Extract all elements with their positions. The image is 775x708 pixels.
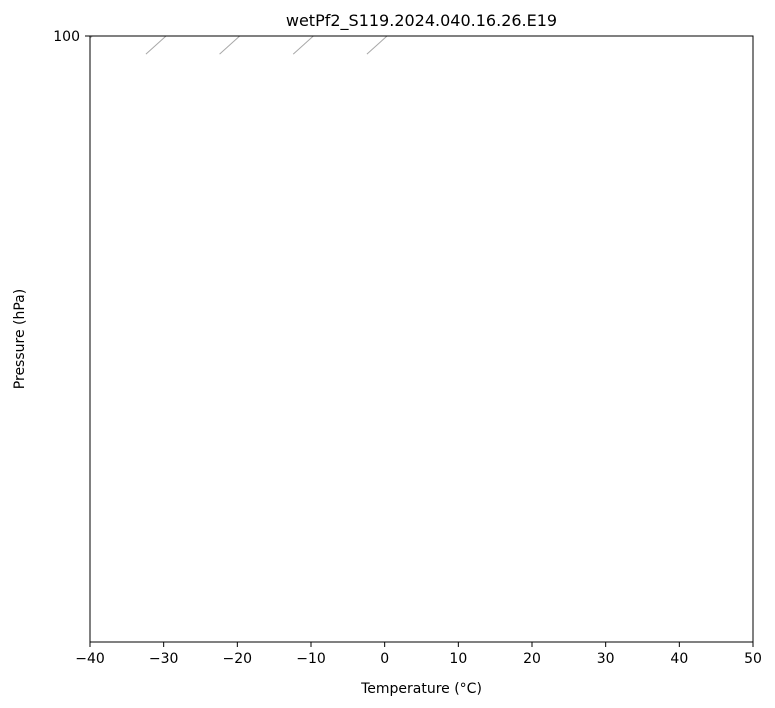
isotherm-line — [0, 0, 35, 54]
y-tick-label: 100 — [53, 29, 80, 45]
x-tick-label: 10 — [449, 651, 467, 667]
dewpoint-profile-line — [0, 0, 294, 36]
dry-adiabat-line — [0, 0, 80, 54]
y-axis-label: Pressure (hPa) — [12, 289, 28, 389]
plot-background — [90, 36, 753, 642]
x-tick-label: 0 — [380, 651, 389, 667]
x-tick-label: 20 — [523, 651, 541, 667]
x-tick-label: 30 — [597, 651, 615, 667]
x-tick-label: −20 — [223, 651, 253, 667]
axes: −40−30−20−100102030405010020030040050060… — [53, 29, 762, 667]
plot-frame — [89, 35, 754, 643]
dry-adiabat-line — [0, 0, 4, 54]
x-axis-label: Temperature (°C) — [360, 681, 482, 697]
x-tick-label: −40 — [75, 651, 105, 667]
x-tick-label: 40 — [670, 651, 688, 667]
x-tick-label: −30 — [149, 651, 179, 667]
x-tick-label: −10 — [296, 651, 326, 667]
x-tick-label: 50 — [744, 651, 762, 667]
chart-title: wetPf2_S119.2024.040.16.26.E19 — [286, 11, 557, 31]
